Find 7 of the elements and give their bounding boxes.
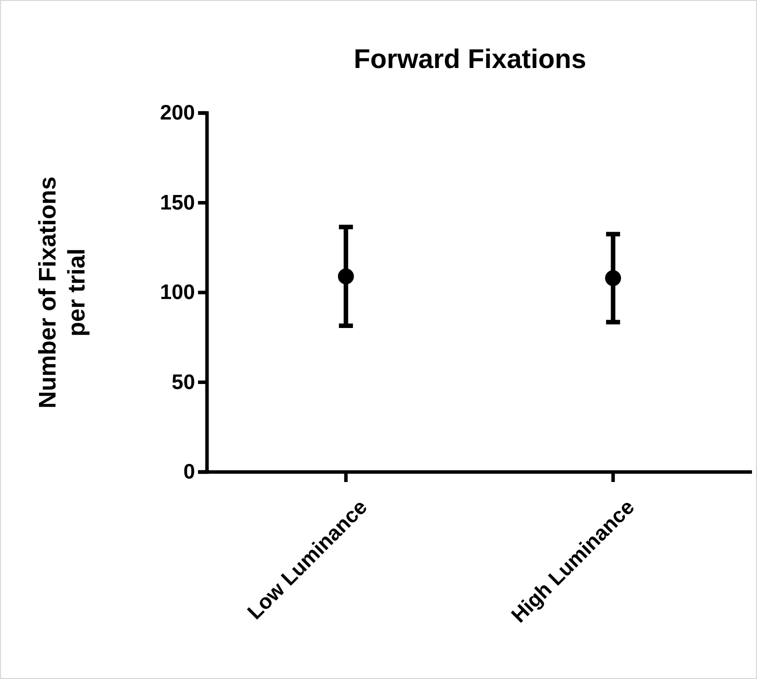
y-axis-title: Number of Fixations per trial: [34, 176, 90, 409]
y-tick-label: 0: [183, 460, 195, 484]
y-tick-label: 50: [172, 370, 195, 394]
y-tick-label: 150: [160, 191, 195, 214]
y-tick-label: 200: [160, 102, 195, 125]
chart-title: Forward Fixations: [354, 44, 586, 74]
y-tick-label: 100: [160, 281, 195, 304]
